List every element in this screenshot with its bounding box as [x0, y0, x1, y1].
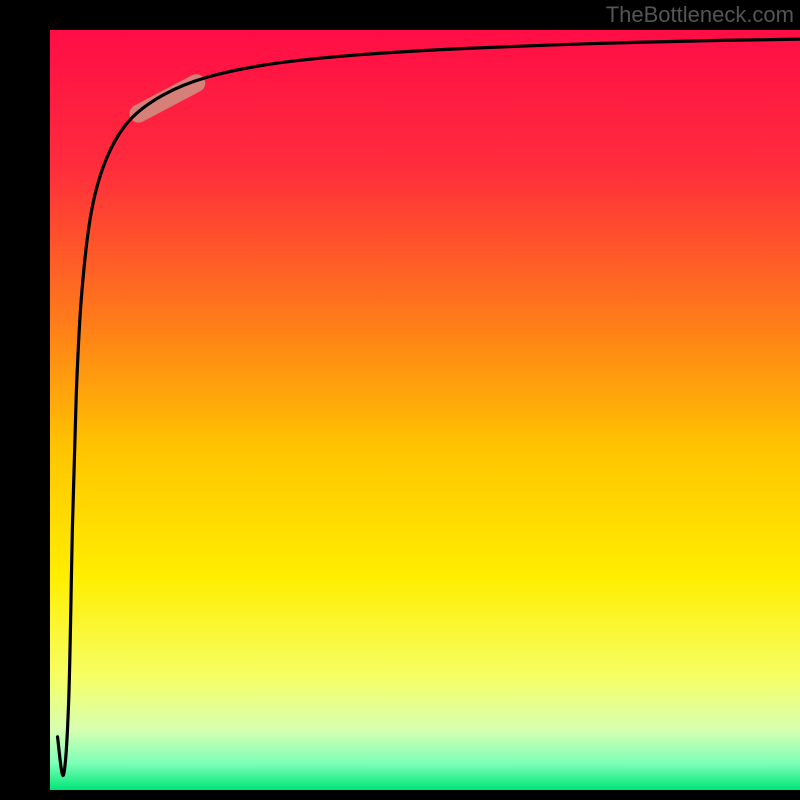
- chart-plot-area: [50, 30, 800, 790]
- watermark-text: TheBottleneck.com: [606, 2, 794, 28]
- bottleneck-chart: TheBottleneck.com: [0, 0, 800, 800]
- chart-svg: [0, 0, 800, 800]
